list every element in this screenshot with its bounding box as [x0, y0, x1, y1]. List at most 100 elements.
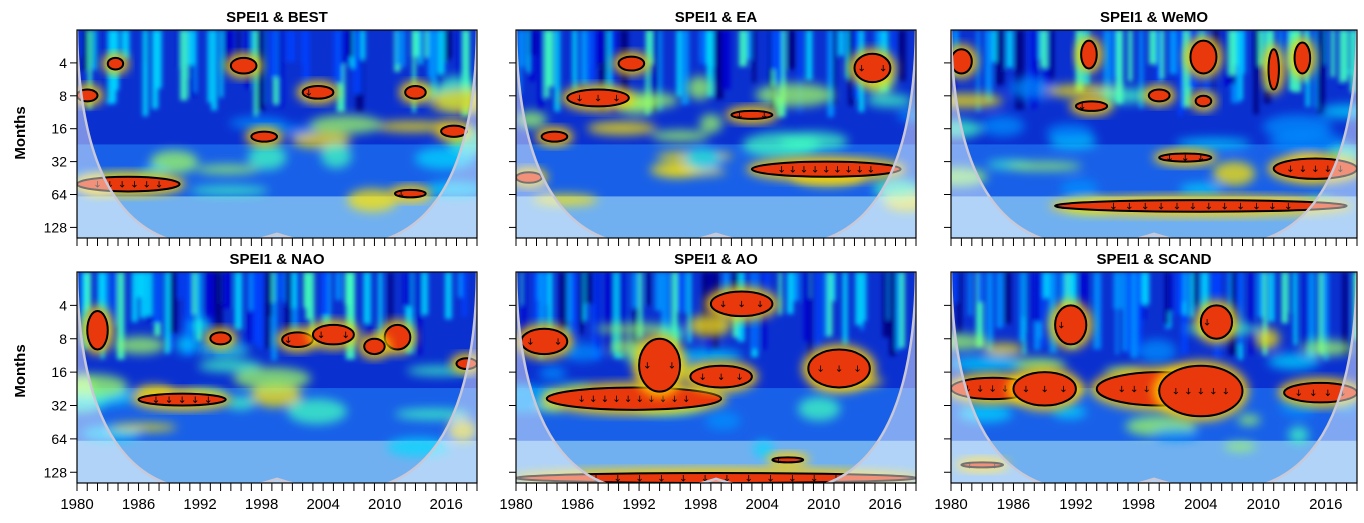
- significant-region: [1267, 48, 1280, 91]
- x-tick-label: 1998: [684, 496, 717, 513]
- significant-region: [1080, 39, 1098, 70]
- plot-frame: [950, 29, 1358, 239]
- cone-of-influence-line: [77, 272, 477, 483]
- significant-region: [1054, 304, 1088, 346]
- y-tick-label: 64: [51, 431, 67, 447]
- x-tick-label: 2010: [1247, 496, 1280, 513]
- x-tick-label: 2010: [368, 496, 401, 513]
- significant-region: [730, 109, 774, 120]
- coherence-field: [77, 30, 477, 238]
- x-tick-label: 1986: [561, 496, 594, 513]
- x-tick-label: 1980: [60, 496, 93, 513]
- y-tick-label: 16: [51, 364, 67, 380]
- x-tick-label: 1992: [1059, 496, 1092, 513]
- plot-frame: [515, 29, 917, 239]
- x-tick-label: 2016: [869, 496, 902, 513]
- cone-of-influence-line: [516, 30, 916, 238]
- x-tick-label: 1998: [245, 496, 278, 513]
- cone-of-influence-shade: [77, 272, 477, 483]
- x-tick-label: 1992: [183, 496, 216, 513]
- panel-5: SPEI1 & AO 1980 1986 1992 1998 2004 2010 2016: [499, 251, 917, 513]
- y-tick-label: 128: [44, 464, 68, 480]
- y-tick-label: 128: [44, 219, 68, 235]
- significant-region: [1189, 39, 1218, 75]
- x-tick-label: 1992: [622, 496, 655, 513]
- panel-6: SPEI1 & SCAND 1980 1986 1992 1998 2004 2010 201…: [934, 251, 1358, 513]
- panel-3: SPEI1 & WeMO: [944, 9, 1358, 246]
- cone-of-influence-shade: [951, 272, 1357, 483]
- coherence-field: [516, 272, 916, 483]
- coherence-field: [951, 30, 1357, 238]
- x-tick-label: 2004: [1184, 496, 1217, 513]
- significance-regions: [951, 300, 1357, 473]
- x-tick-label: 2004: [745, 496, 778, 513]
- panel-title: SPEI1 & EA: [675, 9, 758, 26]
- panel-title: SPEI1 & BEST: [226, 9, 328, 26]
- significance-regions: [81, 306, 477, 411]
- panel-title: SPEI1 & SCAND: [1096, 251, 1211, 268]
- x-tick-label: 2004: [306, 496, 339, 513]
- cone-of-influence-shade: [516, 30, 916, 238]
- significance-regions: [951, 35, 1357, 217]
- significant-region: [1074, 100, 1109, 112]
- panel-title: SPEI1 & AO: [674, 251, 758, 268]
- significant-region: [404, 84, 427, 100]
- x-tick-label: 1986: [997, 496, 1030, 513]
- significance-regions: [516, 48, 907, 188]
- panel-4: SPEI1 & NAO 4 8 16 32 64 128 1980 1986 1992 1998 20…: [44, 251, 478, 513]
- significant-region: [440, 124, 468, 138]
- cone-of-influence-line: [951, 30, 1357, 238]
- y-axis-label-bottom: Months: [12, 344, 29, 397]
- significant-region: [311, 323, 355, 346]
- significant-region: [1293, 41, 1312, 75]
- significance-regions: [77, 52, 473, 203]
- plot-frame: [76, 271, 478, 484]
- cone-of-influence-line: [951, 272, 1357, 483]
- significant-region: [545, 386, 723, 411]
- significant-region: [86, 310, 109, 351]
- x-tick-label: 1980: [934, 496, 967, 513]
- significant-region: [393, 188, 427, 199]
- significant-region: [1147, 88, 1171, 103]
- significant-region: [638, 337, 682, 393]
- cone-of-influence-shade: [951, 30, 1357, 238]
- y-tick-label: 8: [59, 88, 67, 104]
- panel-1: SPEI1 & BEST 4 8 16 32 64 128: [44, 9, 478, 246]
- y-tick-label: 8: [59, 331, 67, 347]
- significant-region: [106, 56, 125, 71]
- significant-region: [301, 84, 335, 100]
- y-axis-label-top: Months: [12, 106, 29, 159]
- cone-of-influence-shade: [77, 30, 477, 238]
- y-tick-label: 32: [51, 154, 67, 170]
- panel-2: SPEI1 & EA: [509, 9, 917, 246]
- significant-region: [1054, 199, 1348, 213]
- significant-region: [1199, 304, 1234, 340]
- significant-region: [229, 56, 258, 75]
- significant-region: [250, 130, 278, 143]
- panel-title: SPEI1 & WeMO: [1100, 9, 1208, 26]
- coherence-field: [77, 272, 477, 483]
- plot-frame: [515, 271, 917, 484]
- significant-region: [617, 55, 646, 72]
- plot-frame: [950, 271, 1358, 484]
- plot-frame: [76, 29, 478, 239]
- cone-of-influence-shade: [516, 272, 916, 483]
- y-tick-label: 4: [59, 55, 67, 71]
- x-tick-label: 2016: [430, 496, 463, 513]
- x-tick-label: 1986: [122, 496, 155, 513]
- significant-region: [1194, 94, 1213, 108]
- y-tick-label: 64: [51, 187, 67, 203]
- significant-region: [540, 130, 569, 143]
- coherence-field: [951, 272, 1357, 483]
- significant-region: [209, 331, 232, 346]
- y-tick-label: 32: [51, 398, 67, 414]
- significant-region: [520, 327, 569, 356]
- y-tick-label: 16: [51, 121, 67, 137]
- significant-region: [951, 48, 973, 75]
- x-tick-label: 2010: [807, 496, 840, 513]
- y-tick-label: 4: [59, 297, 67, 313]
- x-tick-label: 2016: [1309, 496, 1342, 513]
- significant-region: [363, 337, 386, 356]
- x-tick-label: 1998: [1122, 496, 1155, 513]
